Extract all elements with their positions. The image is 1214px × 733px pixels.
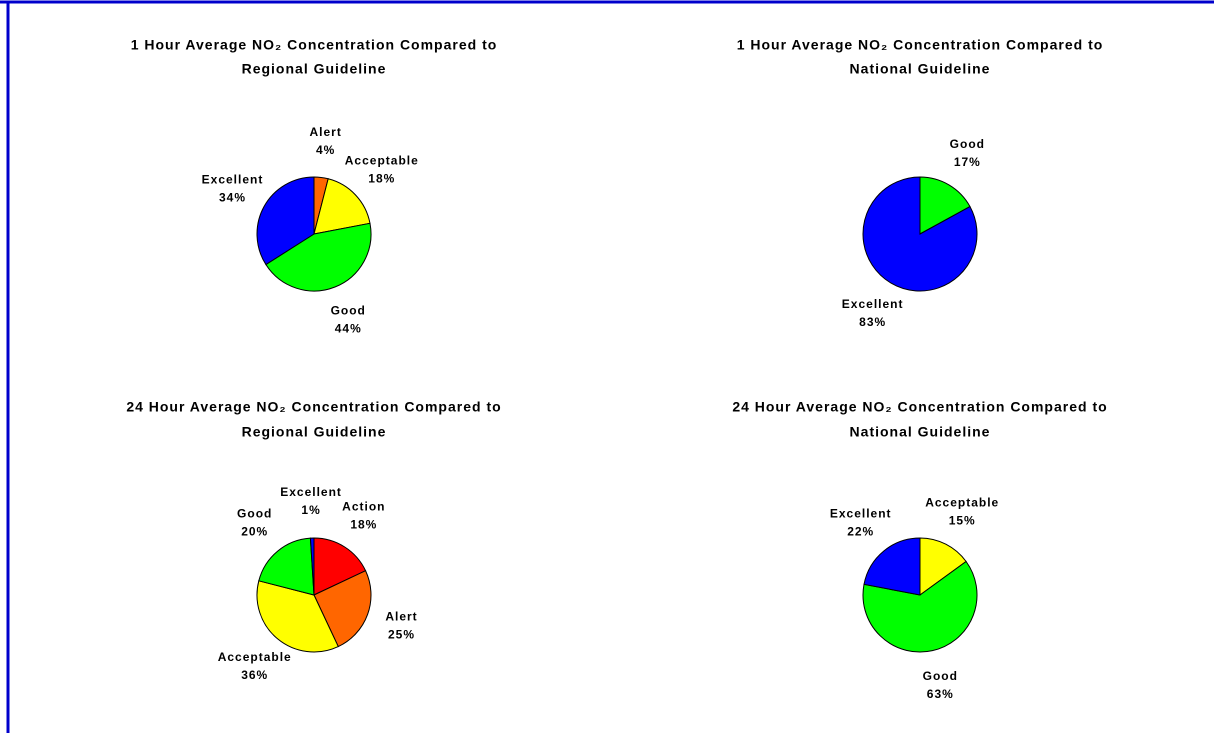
slice-value-label: 83%	[859, 315, 886, 329]
slice-value-label: 18%	[350, 518, 377, 532]
pie-slice	[265, 222, 372, 292]
slice-value-label: 36%	[241, 668, 268, 682]
pie-slice	[863, 537, 921, 596]
chart-title: Regional Guideline	[242, 61, 387, 77]
slice-label: Good	[923, 669, 958, 683]
slice-label: Excellent	[280, 485, 342, 499]
slice-value-label: 25%	[388, 628, 415, 642]
slice-value-label: 22%	[847, 525, 874, 539]
chart-title: National Guideline	[850, 61, 991, 77]
pie-slice	[919, 176, 971, 235]
slice-label: Alert	[385, 610, 417, 624]
chart-title: 24 Hour Average NO₂ Concentration Compar…	[126, 399, 501, 415]
pie-slice	[313, 570, 372, 648]
pie-slice	[256, 580, 339, 653]
chart-title: Regional Guideline	[242, 424, 387, 440]
pie-slice	[862, 176, 978, 292]
slice-label: Acceptable	[925, 495, 999, 509]
pie-slice	[313, 537, 367, 596]
slice-value-label: 15%	[949, 513, 976, 527]
slice-label: Acceptable	[218, 650, 292, 664]
slice-label: Good	[950, 137, 985, 151]
slice-value-label: 17%	[954, 155, 981, 169]
slice-label: Alert	[309, 125, 341, 139]
slice-label: Action	[342, 500, 385, 514]
slice-value-label: 34%	[219, 190, 246, 204]
slice-label: Excellent	[842, 297, 904, 311]
chart-title: 24 Hour Average NO₂ Concentration Compar…	[732, 399, 1107, 415]
chart-title: National Guideline	[850, 424, 991, 440]
slice-value-label: 18%	[368, 172, 395, 186]
pie-slice	[919, 537, 967, 596]
slice-value-label: 20%	[241, 525, 268, 539]
chart-title: 1 Hour Average NO₂ Concentration Compare…	[737, 37, 1104, 53]
slice-label: Good	[331, 304, 366, 318]
slice-value-label: 1%	[301, 503, 320, 517]
pie-slice	[313, 178, 371, 235]
slice-value-label: 4%	[316, 143, 335, 157]
slice-label: Excellent	[830, 507, 892, 521]
chart-title: 1 Hour Average NO₂ Concentration Compare…	[131, 37, 498, 53]
slice-value-label: 63%	[927, 687, 954, 701]
pie-slice	[862, 560, 978, 653]
slice-label: Acceptable	[345, 154, 419, 168]
slice-label: Good	[237, 507, 272, 521]
pie-slice	[258, 537, 315, 596]
pie-slice	[309, 537, 315, 596]
slice-label: Excellent	[202, 172, 264, 186]
slice-value-label: 44%	[335, 322, 362, 336]
pie-slice	[256, 176, 315, 266]
